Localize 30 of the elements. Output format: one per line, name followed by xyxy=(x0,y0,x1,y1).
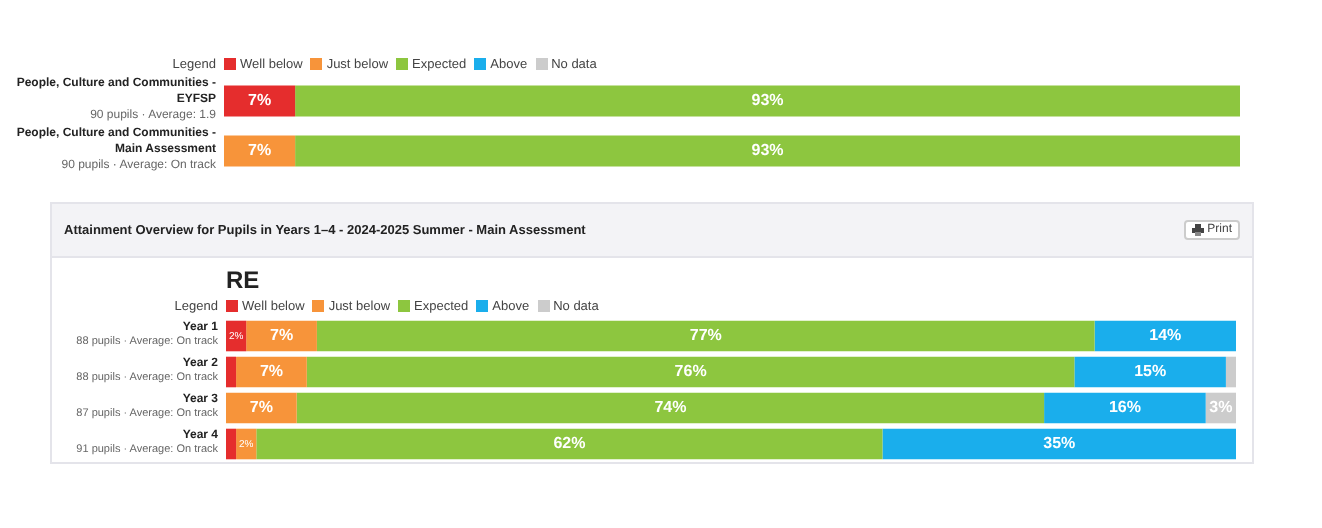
bar xyxy=(246,320,317,352)
data-label: 77% xyxy=(689,326,722,345)
bar xyxy=(296,392,1045,424)
data-label: 7% xyxy=(259,362,284,381)
data-label: 16% xyxy=(1108,398,1141,417)
data-label: 93% xyxy=(751,91,784,110)
bar xyxy=(316,320,1095,352)
data-label: 7% xyxy=(269,326,294,345)
bar xyxy=(1044,392,1206,424)
bar xyxy=(882,428,1236,460)
data-label: 74% xyxy=(654,398,687,417)
data-label: 7% xyxy=(248,91,272,110)
data-label: 35% xyxy=(1043,434,1076,453)
bar xyxy=(306,356,1075,388)
bar xyxy=(226,428,237,460)
data-label: 7% xyxy=(249,398,273,417)
data-label: 93% xyxy=(751,141,784,160)
data-label: 7% xyxy=(248,141,272,160)
bar xyxy=(256,428,883,460)
bar xyxy=(1074,356,1226,388)
data-label: 62% xyxy=(553,434,586,453)
bar xyxy=(226,356,237,388)
data-label: 76% xyxy=(674,362,707,381)
data-label: 15% xyxy=(1134,362,1167,381)
bar xyxy=(1225,356,1236,388)
data-label: 14% xyxy=(1149,326,1182,345)
bar xyxy=(236,356,307,388)
chart-subtitle: RE xyxy=(226,266,262,294)
bar xyxy=(226,392,297,424)
bar xyxy=(1094,320,1236,352)
